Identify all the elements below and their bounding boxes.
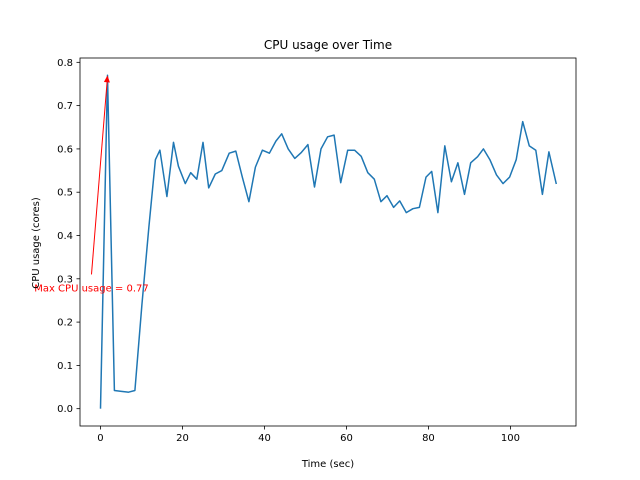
annotation-arrow-head — [103, 75, 110, 83]
y-tick-label: 0.8 — [57, 58, 73, 69]
y-tick-label: 0.1 — [57, 361, 73, 372]
plot-frame — [79, 57, 577, 427]
annotation-arrow-shaft — [90, 77, 108, 275]
x-tick-label: 20 — [176, 433, 189, 444]
annotation-layer: Max CPU usage = 0.77 — [34, 75, 149, 294]
x-tick-label: 80 — [422, 433, 435, 444]
x-tick-label: 0 — [97, 433, 103, 444]
x-tick-label: 40 — [258, 433, 271, 444]
y-tick-label: 0.5 — [57, 188, 73, 199]
annotation-text: Max CPU usage = 0.77 — [34, 283, 149, 294]
x-axis-label: Time (sec) — [301, 459, 354, 470]
chart-title: CPU usage over Time — [264, 38, 392, 52]
y-tick-label: 0.6 — [57, 144, 73, 155]
series-layer — [99, 74, 558, 409]
y-axis-ticks: 0.0 0.1 0.2 0.3 0.4 0.5 0.6 0.7 0.8 — [57, 58, 80, 415]
plot-area — [80, 58, 576, 426]
x-tick-label: 60 — [340, 433, 353, 444]
y-tick-label: 0.2 — [57, 318, 73, 329]
y-tick-label: 0.3 — [57, 274, 73, 285]
y-tick-label: 0.0 — [57, 404, 73, 415]
series-line — [99, 74, 558, 409]
y-tick-label: 0.4 — [57, 231, 73, 242]
x-tick-label: 100 — [501, 433, 520, 444]
y-tick-label: 0.7 — [57, 101, 73, 112]
y-axis-label: CPU usage (cores) — [31, 197, 42, 289]
x-axis-ticks: 0 20 40 60 80 100 — [97, 426, 520, 444]
